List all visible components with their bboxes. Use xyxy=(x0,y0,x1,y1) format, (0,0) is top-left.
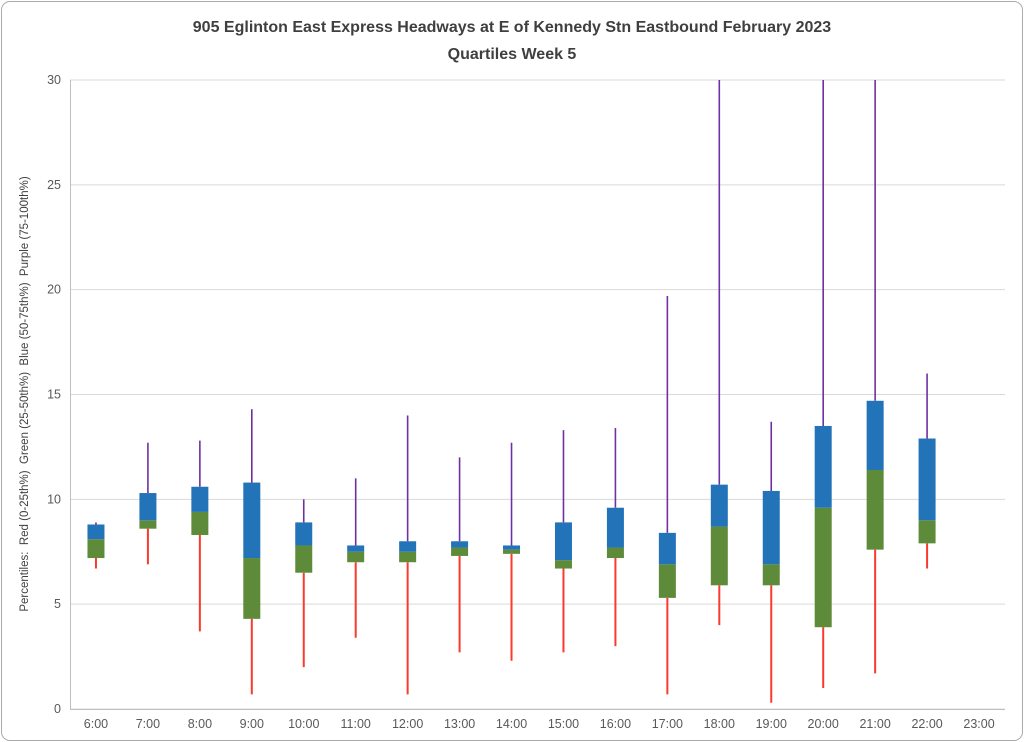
y-tick-label: 30 xyxy=(47,73,61,87)
box-25-50 xyxy=(762,564,780,586)
quartile-column-8-00 xyxy=(191,440,209,632)
x-tick-label: 16:00 xyxy=(600,717,631,731)
box-50-75 xyxy=(139,493,157,521)
box-25-50 xyxy=(503,549,521,554)
x-tick-label: 17:00 xyxy=(652,717,683,731)
box-50-75 xyxy=(606,507,624,548)
box-50-75 xyxy=(347,545,365,552)
box-25-50 xyxy=(399,551,417,563)
x-tick-label: 15:00 xyxy=(548,717,579,731)
quartile-column-13-00 xyxy=(451,457,469,653)
y-tick-label: 25 xyxy=(47,178,61,192)
box-50-75 xyxy=(243,482,261,559)
x-tick-label: 10:00 xyxy=(288,717,319,731)
x-tick-label: 13:00 xyxy=(444,717,475,731)
quartile-column-18-00 xyxy=(710,80,728,626)
box-50-75 xyxy=(87,524,105,540)
box-50-75 xyxy=(554,522,572,561)
x-tick-label: 7:00 xyxy=(136,717,160,731)
y-tick-label: 10 xyxy=(47,492,61,506)
box-25-50 xyxy=(87,539,105,559)
x-tick-label: 11:00 xyxy=(341,717,371,731)
box-25-50 xyxy=(451,547,469,556)
box-25-50 xyxy=(243,558,261,619)
box-50-75 xyxy=(399,541,417,552)
y-tick-label: 20 xyxy=(47,283,61,297)
y-tick-label: 15 xyxy=(47,388,61,402)
box-50-75 xyxy=(866,400,884,470)
x-tick-label: 8:00 xyxy=(188,717,212,731)
box-50-75 xyxy=(918,438,936,521)
y-tick-label: 5 xyxy=(54,597,61,611)
y-tick-label: 0 xyxy=(54,702,61,716)
x-tick-label: 12:00 xyxy=(392,717,423,731)
x-tick-label: 6:00 xyxy=(84,717,108,731)
box-25-50 xyxy=(658,564,676,598)
quartile-column-21-00 xyxy=(866,80,884,674)
box-50-75 xyxy=(710,484,728,527)
x-tick-label: 22:00 xyxy=(911,717,942,731)
chart-title: 905 Eglinton East Express Headways at E … xyxy=(2,14,1022,68)
x-tick-label: 9:00 xyxy=(240,717,264,731)
quartile-column-12-00 xyxy=(399,415,417,695)
box-25-50 xyxy=(191,511,209,535)
quartile-column-16-00 xyxy=(606,428,624,647)
x-tick-label: 14:00 xyxy=(496,717,527,731)
quartile-column-7-00 xyxy=(139,442,157,565)
box-50-75 xyxy=(762,490,780,565)
box-25-50 xyxy=(295,545,313,573)
chart-title-line1: 905 Eglinton East Express Headways at E … xyxy=(192,19,832,36)
box-50-75 xyxy=(658,532,676,565)
x-tick-label: 18:00 xyxy=(704,717,735,731)
box-25-50 xyxy=(554,560,572,569)
box-50-75 xyxy=(451,541,469,548)
quartile-column-15-00 xyxy=(554,430,572,653)
quartile-column-9-00 xyxy=(243,409,261,695)
box-25-50 xyxy=(710,526,728,586)
quartile-column-19-00 xyxy=(762,421,780,703)
box-50-75 xyxy=(503,545,521,550)
quartile-column-14-00 xyxy=(503,442,521,661)
quartile-column-22-00 xyxy=(918,373,936,569)
box-25-50 xyxy=(814,507,832,628)
box-25-50 xyxy=(918,520,936,544)
quartile-column-10-00 xyxy=(295,499,313,668)
x-tick-label: 19:00 xyxy=(756,717,787,731)
x-tick-label: 23:00 xyxy=(963,717,994,731)
x-tick-label: 21:00 xyxy=(859,717,890,731)
box-25-50 xyxy=(866,469,884,550)
chart-title-line2: Quartiles Week 5 xyxy=(447,46,577,64)
quartile-column-11-00 xyxy=(347,478,365,638)
box-25-50 xyxy=(139,520,157,529)
box-25-50 xyxy=(606,547,624,559)
x-tick-label: 20:00 xyxy=(808,717,839,731)
box-25-50 xyxy=(347,551,365,563)
quartile-column-6-00 xyxy=(87,522,105,569)
box-50-75 xyxy=(191,486,209,512)
box-50-75 xyxy=(295,522,313,546)
box-50-75 xyxy=(814,425,832,508)
quartile-column-17-00 xyxy=(658,295,676,695)
quartile-column-20-00 xyxy=(814,80,832,689)
